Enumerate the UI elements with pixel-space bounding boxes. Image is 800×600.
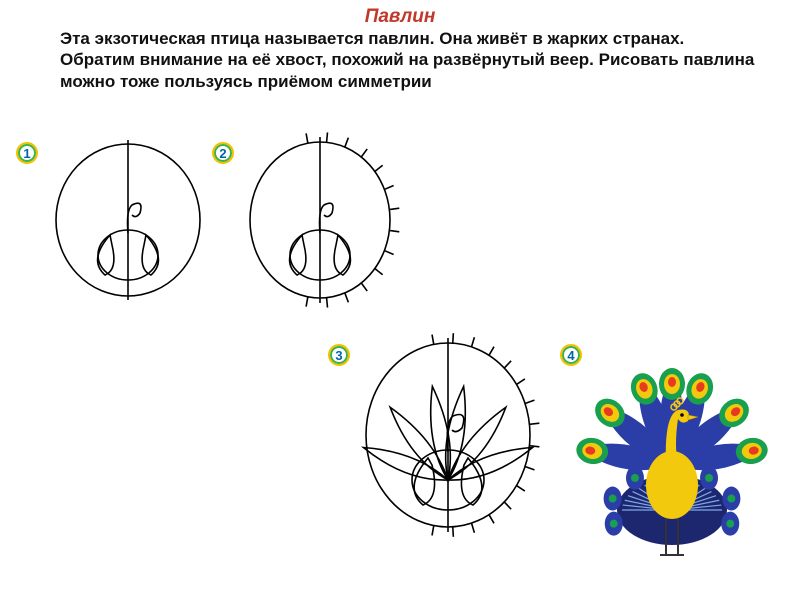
step-2-drawing	[232, 125, 407, 310]
step-3-drawing	[348, 330, 548, 540]
step-badge-1: 1	[16, 142, 38, 164]
step-4-peacock	[560, 330, 785, 570]
step-1-drawing	[40, 125, 215, 310]
page-description: Эта экзотическая птица называется павлин…	[0, 28, 800, 92]
step-badge-2: 2	[212, 142, 234, 164]
step-badge-3: 3	[328, 344, 350, 366]
page-title: Павлин	[0, 0, 800, 28]
